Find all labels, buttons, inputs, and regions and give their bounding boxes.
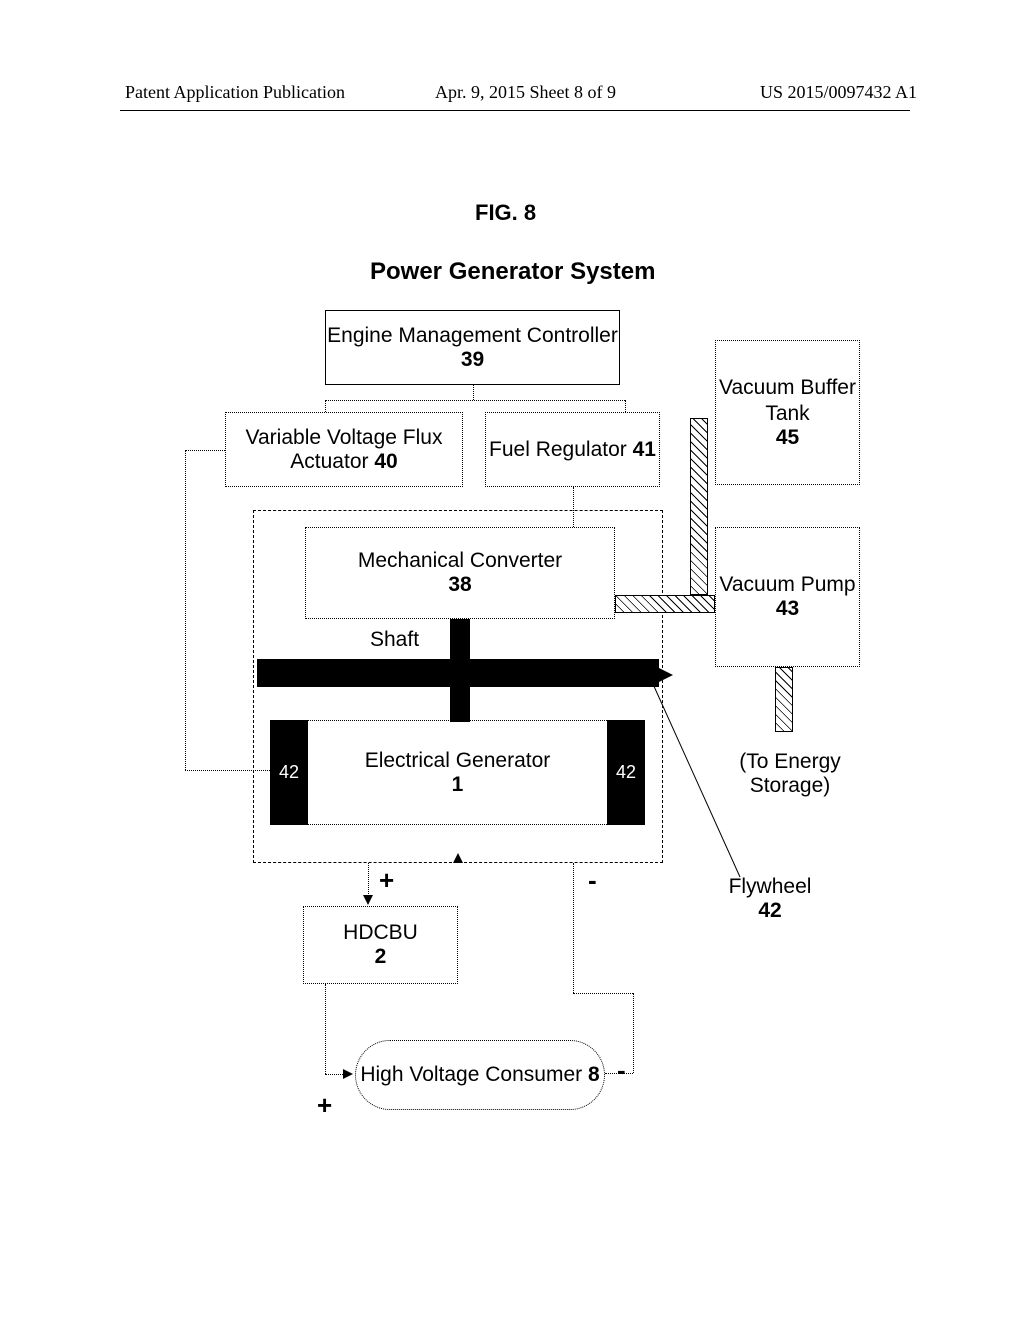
diagram-canvas: Engine Management Controller 39 Variable… [175,310,895,1180]
neg-line-v2 [633,993,634,1073]
box-vacuum-pump: Vacuum Pump 43 [715,527,860,667]
gen-plus-arrow [363,895,373,905]
flywheel-label: Flywheel 42 [695,875,845,923]
box-variable-voltage-flux-actuator: Variable Voltage Flux Actuator 40 [225,412,463,487]
gen-plus: + [379,865,394,896]
system-title: Power Generator System [370,258,655,286]
line-emc-down [473,385,474,400]
header-pubnum: US 2015/0097432 A1 [760,82,917,103]
shaft-label: Shaft [370,628,419,652]
hdcbu-label: HDCBU 2 [343,921,418,969]
box-high-voltage-consumer: High Voltage Consumer 8 [355,1040,605,1110]
shaft-main-bar [257,659,659,687]
gen-plus-line [368,863,369,898]
vbt-label: Vacuum Buffer Tank 45 [716,375,859,449]
figure-label: FIG. 8 [475,200,536,226]
shaft-upper-stub [450,619,470,659]
pipe-vacpump-down [775,667,793,732]
gen-minus-line-v [573,863,574,993]
hdcbu-down-line [325,984,326,1074]
hvcons-label: High Voltage Consumer 8 [360,1063,599,1087]
mechconv-label: Mechanical Converter 38 [358,549,562,597]
vvfa-loop-bottom-h [185,770,270,771]
shaft-lower-stub [450,687,470,722]
egen-label: Electrical Generator 1 [365,749,551,797]
page-header: Patent Application Publication Apr. 9, 2… [0,82,1024,112]
vvfa-label: Variable Voltage Flux Actuator 40 [226,426,462,474]
hv-minus: - [617,1055,626,1086]
enclosure-up-arrow [453,853,463,863]
gen-right-42: 42 [607,720,645,825]
hdcbu-to-hv-arrow [343,1069,353,1079]
pipe-vbt-down [690,418,708,595]
header-publication: Patent Application Publication [125,82,345,103]
fuelreg-label: Fuel Regulator 41 [489,438,656,462]
box-electrical-generator: Electrical Generator 1 [270,720,645,825]
box-engine-management-controller: Engine Management Controller 39 [325,310,620,385]
hv-plus: + [317,1090,332,1121]
box-hdcbu: HDCBU 2 [303,906,458,984]
hdcbu-to-hv-h [325,1074,345,1075]
box-fuel-regulator: Fuel Regulator 41 [485,412,660,487]
vvfa-loop-left-v [185,450,186,770]
box-vacuum-buffer-tank: Vacuum Buffer Tank 45 [715,340,860,485]
line-emc-right-down [625,400,626,412]
vacpump-label: Vacuum Pump 43 [719,573,855,621]
header-date-sheet: Apr. 9, 2015 Sheet 8 of 9 [435,82,616,103]
gen-left-42: 42 [270,720,308,825]
line-emc-split [325,400,625,401]
line-emc-left-down [325,400,326,412]
box-mechanical-converter: Mechanical Converter 38 [305,527,615,619]
gen-minus: - [588,865,597,896]
flywheel-leader-line [640,665,760,880]
pipe-mechconv-vacpump [615,595,715,613]
emc-label: Engine Management Controller 39 [326,324,619,372]
header-rule [120,110,910,111]
vvfa-loop-top-h [185,450,225,451]
neg-line-h [573,993,633,994]
